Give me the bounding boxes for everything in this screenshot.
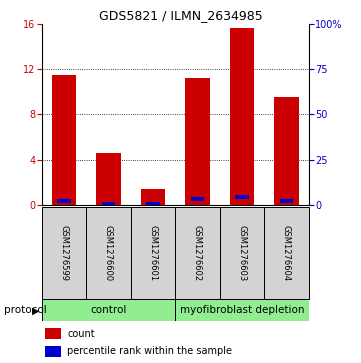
- Bar: [101, 202, 115, 206]
- Text: GSM1276604: GSM1276604: [282, 225, 291, 281]
- FancyBboxPatch shape: [175, 299, 309, 321]
- FancyBboxPatch shape: [219, 207, 264, 299]
- FancyBboxPatch shape: [86, 207, 131, 299]
- FancyBboxPatch shape: [42, 299, 175, 321]
- Text: protocol: protocol: [4, 305, 46, 315]
- Text: GSM1276601: GSM1276601: [148, 225, 157, 281]
- Bar: [235, 195, 249, 199]
- Bar: [274, 97, 299, 205]
- Text: myofibroblast depletion: myofibroblast depletion: [180, 305, 304, 315]
- Bar: [191, 197, 204, 201]
- Bar: [96, 153, 121, 205]
- Text: GSM1276602: GSM1276602: [193, 225, 202, 281]
- Text: GSM1276603: GSM1276603: [238, 225, 246, 281]
- FancyBboxPatch shape: [264, 207, 309, 299]
- Bar: [52, 75, 76, 205]
- Text: count: count: [67, 329, 95, 339]
- FancyBboxPatch shape: [42, 207, 86, 299]
- Bar: [44, 346, 61, 356]
- Text: GSM1276599: GSM1276599: [59, 225, 68, 281]
- Bar: [185, 78, 210, 205]
- FancyBboxPatch shape: [175, 207, 219, 299]
- FancyBboxPatch shape: [131, 207, 175, 299]
- Text: ▶: ▶: [31, 305, 39, 315]
- Bar: [280, 200, 293, 203]
- Bar: [140, 189, 165, 205]
- Text: control: control: [90, 305, 126, 315]
- Text: GDS5821 / ILMN_2634985: GDS5821 / ILMN_2634985: [99, 9, 262, 22]
- Text: GSM1276600: GSM1276600: [104, 225, 113, 281]
- Bar: [44, 328, 61, 339]
- Bar: [230, 28, 254, 205]
- Text: percentile rank within the sample: percentile rank within the sample: [67, 346, 232, 356]
- Bar: [146, 203, 160, 207]
- Bar: [57, 200, 70, 203]
